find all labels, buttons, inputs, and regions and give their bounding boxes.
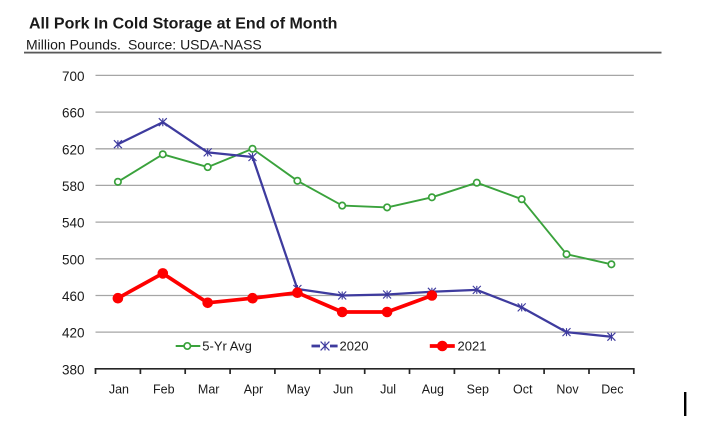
svg-text:700: 700 [62, 69, 85, 84]
svg-text:420: 420 [62, 326, 85, 341]
svg-text:Jan: Jan [109, 382, 129, 396]
svg-text:All Pork In Cold Storage at En: All Pork In Cold Storage at End of Month [29, 16, 337, 33]
svg-text:Sep: Sep [467, 382, 489, 396]
svg-text:Nov: Nov [556, 382, 579, 396]
svg-text:2021: 2021 [458, 339, 487, 354]
svg-text:Jun: Jun [333, 382, 353, 396]
svg-text:380: 380 [62, 362, 85, 377]
svg-text:Mar: Mar [198, 382, 220, 396]
svg-text:5-Yr Avg: 5-Yr Avg [202, 339, 252, 354]
svg-text:Oct: Oct [513, 382, 533, 396]
svg-text:Apr: Apr [244, 382, 263, 396]
svg-text:660: 660 [62, 106, 85, 121]
svg-text:2020: 2020 [340, 339, 369, 354]
svg-text:Million Pounds. Source: USDA-N: Million Pounds. Source: USDA-NASS [26, 36, 262, 52]
svg-text:500: 500 [62, 252, 85, 267]
svg-text:Dec: Dec [601, 382, 623, 396]
svg-text:620: 620 [62, 142, 85, 157]
svg-text:580: 580 [62, 179, 85, 194]
svg-text:Aug: Aug [422, 382, 444, 396]
svg-text:Feb: Feb [153, 382, 175, 396]
svg-text:540: 540 [62, 216, 85, 231]
svg-text:Jul: Jul [380, 382, 396, 396]
svg-text:May: May [287, 382, 311, 396]
svg-text:460: 460 [62, 289, 85, 304]
